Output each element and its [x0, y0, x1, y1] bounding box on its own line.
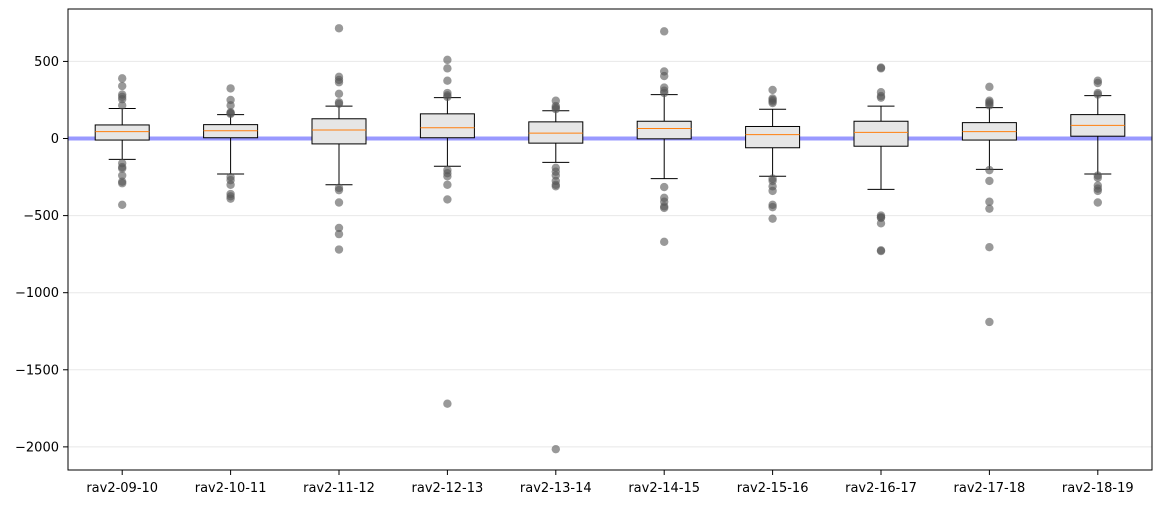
outlier-point — [876, 219, 886, 228]
x-tick-label: rav2-17-18 — [954, 481, 1026, 496]
outlier-point — [985, 243, 994, 252]
outlier-point — [118, 164, 127, 173]
box-group — [528, 96, 584, 454]
outlier-point — [118, 200, 127, 210]
outlier-point — [118, 171, 127, 180]
outlier-point — [768, 214, 777, 223]
outlier-point — [876, 93, 886, 102]
box-group — [961, 82, 1017, 327]
outlier-point — [876, 64, 886, 73]
box-group — [311, 24, 367, 254]
outlier-point — [118, 94, 127, 104]
outlier-point — [334, 223, 344, 233]
outlier-point — [768, 85, 777, 95]
outlier-point — [551, 105, 560, 114]
outlier-point — [443, 195, 452, 204]
x-axis: rav2-09-10 rav2-10-11 rav2-11-12 rav2-12-13… — [86, 470, 1134, 496]
outlier-point — [551, 182, 560, 191]
box-iqr — [419, 113, 475, 139]
outlier-point — [985, 204, 994, 213]
outlier-point — [334, 185, 344, 195]
x-tick-label: rav2-18-19 — [1062, 481, 1134, 496]
outlier-point — [551, 444, 560, 454]
outlier-point — [768, 98, 777, 108]
outlier-point — [660, 88, 669, 98]
outlier-point — [768, 186, 777, 196]
x-tick-label: rav2-16-17 — [845, 481, 917, 496]
outlier-point — [334, 229, 344, 239]
x-tick-label: rav2-14-15 — [628, 481, 700, 496]
outlier-point — [985, 165, 994, 175]
outlier-point — [768, 202, 777, 212]
box-group — [636, 27, 692, 247]
outlier-point — [226, 84, 235, 93]
outlier-point — [118, 101, 127, 110]
outlier-point — [443, 76, 452, 85]
box-group — [745, 85, 801, 223]
x-tick-label: rav2-09-10 — [86, 481, 158, 496]
box-group — [1070, 76, 1126, 207]
x-tick-label: rav2-10-11 — [195, 481, 267, 496]
outlier-point — [334, 99, 344, 109]
outlier-point — [443, 64, 452, 73]
outlier-point — [443, 399, 452, 408]
outlier-point — [985, 197, 994, 206]
outlier-point — [660, 237, 669, 247]
outlier-point — [1093, 90, 1103, 99]
y-tick-label: 500 — [34, 55, 59, 70]
plot-area-frame — [67, 8, 1153, 471]
outlier-point — [1093, 173, 1103, 183]
outlier-point — [118, 81, 127, 91]
outlier-point — [334, 78, 344, 87]
outlier-point — [660, 71, 669, 81]
outlier-point — [226, 101, 235, 110]
outlier-point — [443, 92, 452, 102]
box-iqr — [311, 118, 367, 145]
box-iqr — [94, 124, 150, 141]
outlier-point — [334, 89, 344, 98]
y-tick-label: −500 — [23, 209, 59, 224]
box-group — [94, 74, 150, 210]
outlier-point — [1093, 198, 1103, 207]
x-tick-label: rav2-13-14 — [520, 481, 592, 496]
outlier-point — [985, 317, 994, 327]
box-iqr — [853, 120, 909, 147]
outlier-point — [226, 180, 235, 189]
outlier-point — [226, 109, 235, 119]
outlier-point — [443, 180, 452, 189]
outlier-point — [334, 245, 344, 254]
outlier-point — [334, 24, 344, 33]
x-tick-label: rav2-12-13 — [412, 481, 484, 496]
outlier-point — [660, 27, 669, 36]
outlier-point — [1093, 186, 1103, 196]
box-series — [94, 24, 1126, 454]
y-tick-label: −1000 — [15, 286, 59, 301]
y-tick-label: −1500 — [15, 363, 59, 378]
outlier-point — [1093, 78, 1103, 88]
outlier-point — [985, 176, 994, 186]
box-iqr — [636, 120, 692, 140]
outlier-point — [660, 182, 669, 192]
box-group — [203, 84, 259, 203]
box-group — [419, 55, 475, 408]
outlier-point — [660, 203, 669, 213]
outlier-point — [443, 172, 452, 181]
outlier-point — [226, 194, 235, 203]
outlier-point — [443, 55, 452, 65]
outlier-point — [985, 101, 994, 110]
outlier-point — [985, 82, 994, 92]
y-tick-label: 0 — [51, 132, 59, 147]
y-tick-label: −2000 — [15, 440, 59, 455]
y-axis: 500 0 −500 −1000 −1500 −2000 — [15, 55, 68, 455]
outlier-point — [334, 198, 344, 207]
x-tick-label: rav2-11-12 — [303, 481, 375, 496]
box-iqr — [528, 121, 584, 144]
outlier-point — [876, 246, 886, 256]
box-iqr — [745, 125, 801, 149]
box-group — [853, 63, 909, 256]
outlier-point — [118, 179, 127, 188]
x-tick-label: rav2-15-16 — [737, 481, 809, 496]
outlier-point — [118, 74, 127, 83]
